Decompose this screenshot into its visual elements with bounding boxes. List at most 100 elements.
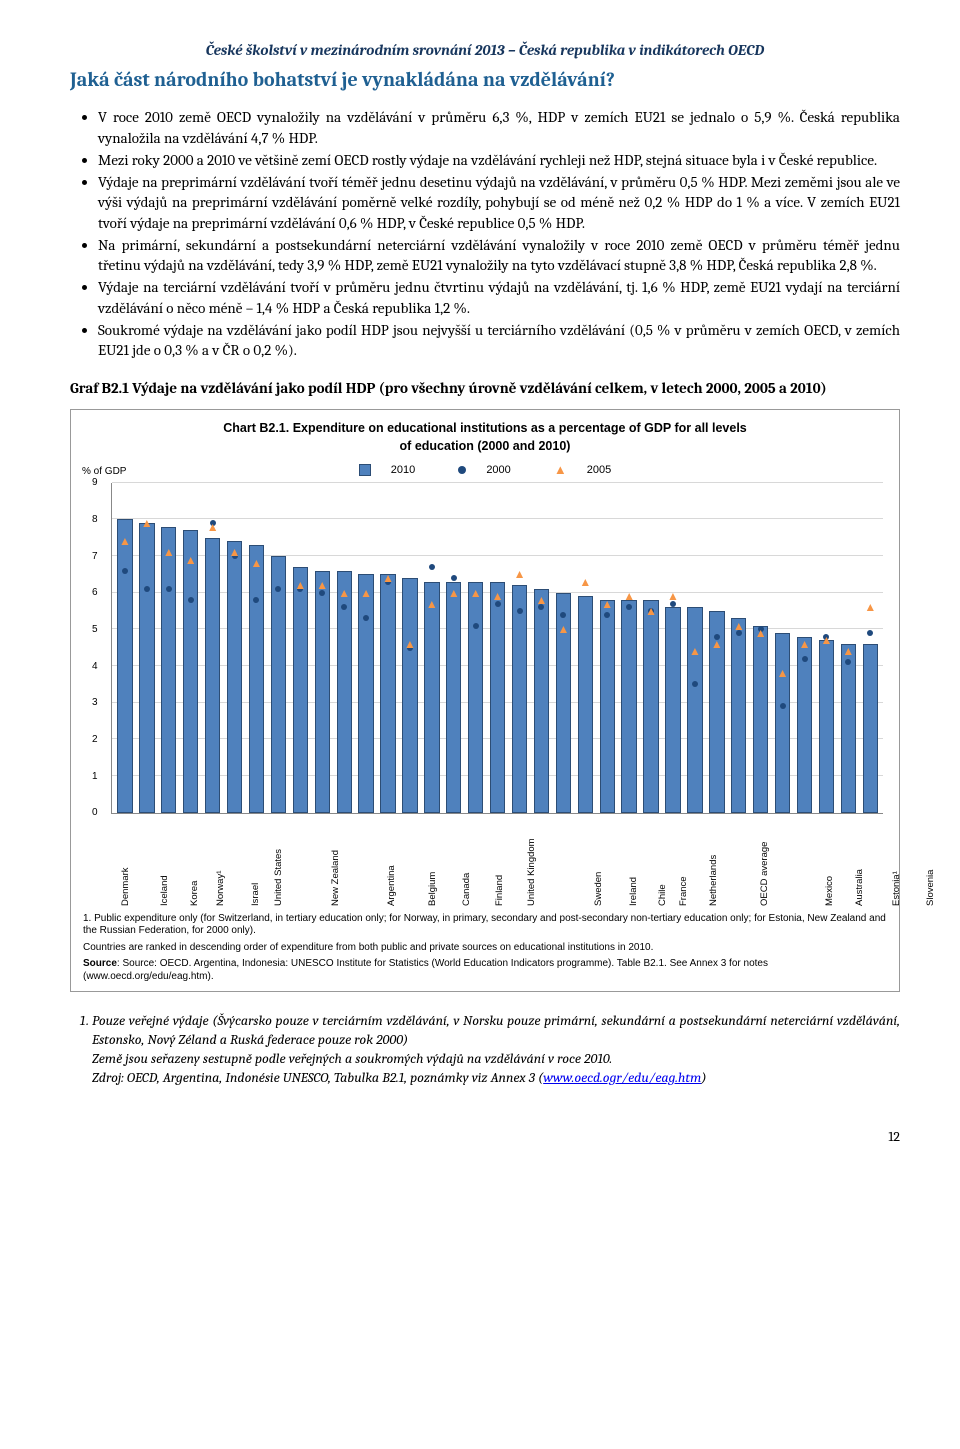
marker-2005: ▲ xyxy=(426,598,438,610)
list-item: Na primární, sekundární a postsekundární… xyxy=(98,235,900,276)
marker-2000 xyxy=(780,703,786,709)
bars-group: ▲▲▲▲▲▲▲▲▲▲▲▲▲▲▲▲▲▲▲▲▲▲▲▲▲▲▲▲▲▲▲▲▲▲ xyxy=(112,483,883,813)
marker-2000 xyxy=(845,659,851,665)
x-tick-label: Canada xyxy=(461,873,474,906)
bar-column: ▲ xyxy=(728,483,750,813)
marker-2000 xyxy=(341,604,347,610)
x-tick-label: Chile xyxy=(657,884,670,906)
x-tick-label: Sweden xyxy=(593,871,606,905)
bar-2010 xyxy=(424,582,439,813)
bar-2010 xyxy=(380,574,395,812)
bar-column: ▲ xyxy=(114,483,136,813)
x-tick-label: Israel xyxy=(250,883,263,906)
source-link[interactable]: www.oecd.ogr/edu/eag.htm xyxy=(543,1069,701,1086)
bar-2010 xyxy=(512,585,527,812)
bar-2010 xyxy=(731,618,746,812)
x-tick-label: Norway¹ xyxy=(215,870,228,905)
x-axis-labels: DenmarkIcelandKoreaNorway¹IsraelUnited S… xyxy=(111,814,883,909)
bar-column: ▲ xyxy=(465,483,487,813)
marker-2005: ▲ xyxy=(338,587,350,599)
marker-2000 xyxy=(867,630,873,636)
bar-column: ▲ xyxy=(224,483,246,813)
triangle-icon: ▲ xyxy=(554,462,567,477)
square-icon xyxy=(359,464,371,476)
marker-2005: ▲ xyxy=(645,605,657,617)
bar-2010 xyxy=(665,607,680,812)
marker-2005: ▲ xyxy=(799,638,811,650)
marker-2005: ▲ xyxy=(557,623,569,635)
marker-2005: ▲ xyxy=(382,572,394,584)
bar-2010 xyxy=(271,556,286,813)
x-tick-label: France xyxy=(678,876,691,906)
page-footnotes: Pouze veřejné výdaje (Švýcarsko pouze v … xyxy=(70,1012,900,1088)
bar-column: ▲ xyxy=(640,483,662,813)
chart-footnote: Countries are ranked in descending order… xyxy=(83,942,887,955)
bar-2010 xyxy=(315,571,330,813)
bar-2010 xyxy=(139,523,154,813)
bar-column: ▲ xyxy=(596,483,618,813)
bar-2010 xyxy=(468,582,483,813)
marker-2000 xyxy=(144,586,150,592)
x-tick-label: Iceland xyxy=(159,875,172,906)
y-tick-label: 8 xyxy=(92,513,98,527)
bar-column: ▲ xyxy=(772,483,794,813)
bar-column: ▲ xyxy=(706,483,728,813)
bar-column: ▲ xyxy=(158,483,180,813)
bar-2010 xyxy=(775,633,790,813)
marker-2005: ▲ xyxy=(492,590,504,602)
marker-2000 xyxy=(253,597,259,603)
bar-2010 xyxy=(600,600,615,813)
bar-column: ▲ xyxy=(859,483,881,813)
y-tick-label: 1 xyxy=(92,769,98,783)
y-axis-label: % of GDP xyxy=(82,465,126,479)
bullet-list: V roce 2010 země OECD vynaložily na vzdě… xyxy=(70,107,900,360)
bar-2010 xyxy=(578,596,593,812)
bar-2010 xyxy=(490,582,505,813)
x-tick-label: Denmark xyxy=(120,867,133,906)
bar-column: ▲ xyxy=(794,483,816,813)
x-tick-label: Estonia¹ xyxy=(891,871,904,906)
marker-2005: ▲ xyxy=(864,601,876,613)
y-tick-label: 9 xyxy=(92,476,98,490)
bar-2010 xyxy=(621,600,636,813)
marker-2000 xyxy=(188,597,194,603)
x-tick-label: United States xyxy=(273,849,286,906)
marker-2005: ▲ xyxy=(514,568,526,580)
chart-title-line2: of education (2000 and 2010) xyxy=(83,438,887,455)
marker-2005: ▲ xyxy=(251,557,263,569)
chart-footnote: Source: Source: OECD. Argentina, Indones… xyxy=(83,958,887,983)
marker-2005: ▲ xyxy=(579,576,591,588)
marker-2005: ▲ xyxy=(316,579,328,591)
list-item: V roce 2010 země OECD vynaložily na vzdě… xyxy=(98,107,900,148)
y-tick-label: 7 xyxy=(92,549,98,563)
x-tick-label: OECD average xyxy=(759,841,772,905)
y-tick-label: 0 xyxy=(92,806,98,820)
source-label: Source xyxy=(83,958,117,969)
chart-source-text: Source: OECD. Argentina, Indonesia: UNES… xyxy=(83,958,768,982)
marker-2005: ▲ xyxy=(755,627,767,639)
marker-2000 xyxy=(429,564,435,570)
list-item: Soukromé výdaje na vzdělávání jako podíl… xyxy=(98,320,900,361)
x-tick-label: New Zealand xyxy=(330,850,343,906)
list-item: Mezi roky 2000 a 2010 ve většině zemí OE… xyxy=(98,150,900,170)
chart-legend: 2010 2000 ▲2005 xyxy=(83,461,887,479)
marker-2005: ▲ xyxy=(821,634,833,646)
marker-2005: ▲ xyxy=(294,579,306,591)
marker-2000 xyxy=(473,623,479,629)
x-tick-label: Australia xyxy=(854,869,867,906)
bar-column: ▲ xyxy=(662,483,684,813)
marker-2005: ▲ xyxy=(470,587,482,599)
bar-2010 xyxy=(534,589,549,813)
marker-2005: ▲ xyxy=(141,517,153,529)
bar-column: ▲ xyxy=(618,483,640,813)
marker-2005: ▲ xyxy=(842,645,854,657)
legend-2000: 2000 xyxy=(448,464,520,476)
marker-2000 xyxy=(517,608,523,614)
chart-footnote: 1. Public expenditure only (for Switzerl… xyxy=(83,913,887,938)
bar-column: ▲ xyxy=(816,483,838,813)
x-tick-label: Ireland xyxy=(628,877,641,906)
section-heading: Jaká část národního bohatství je vynaklá… xyxy=(70,66,900,93)
chart-title-line1: Chart B2.1. Expenditure on educational i… xyxy=(83,420,887,437)
x-tick-label: Mexico xyxy=(824,876,837,906)
page-number: 12 xyxy=(70,1128,900,1147)
